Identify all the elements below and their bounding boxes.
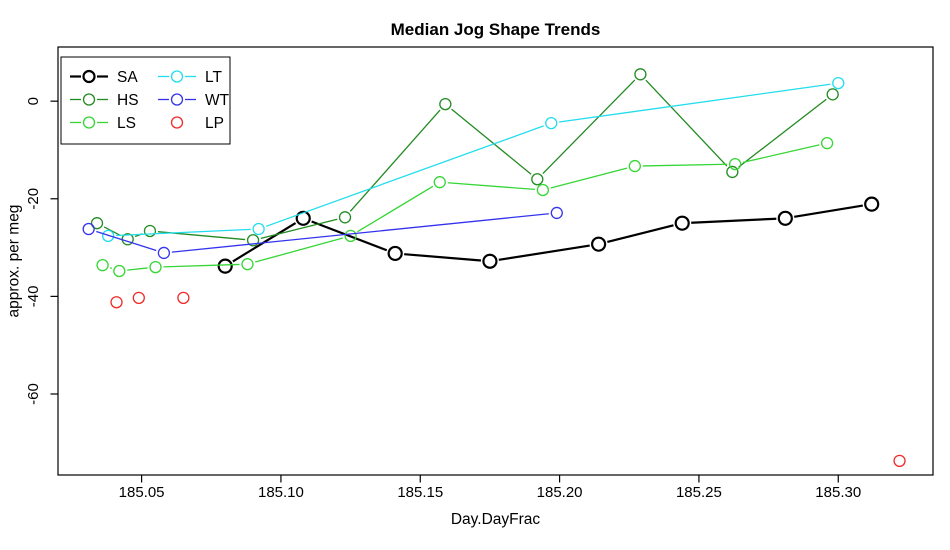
series-LS (96, 136, 834, 278)
legend-marker-SA (82, 69, 96, 84)
series-LP (110, 291, 906, 467)
legend-label-SA: SA (117, 69, 138, 86)
data-point-SA (295, 210, 311, 226)
data-point-LT (252, 222, 265, 236)
data-point-LS (344, 229, 357, 243)
series-WT (82, 206, 563, 260)
x-tick-label: 185.05 (119, 484, 165, 501)
data-point-LT (545, 116, 558, 130)
data-point-SA (217, 258, 233, 274)
series-LT (102, 76, 845, 243)
data-point-LS (241, 258, 254, 271)
data-point-SA (482, 253, 498, 269)
data-point-HS (726, 165, 739, 179)
data-point-LP (177, 291, 190, 304)
legend-label-HS: HS (117, 92, 139, 109)
data-point-SA (777, 210, 793, 226)
x-axis-title: Day.DayFrac (450, 511, 541, 528)
legend: SA HS LS LT WT LP (60, 56, 231, 145)
x-tick-label: 185.30 (815, 484, 861, 501)
legend-marker-LT (170, 70, 184, 83)
x-tick-label: 185.25 (676, 484, 722, 501)
data-point-LS (433, 176, 446, 189)
x-tick-label: 185.20 (537, 484, 583, 501)
data-point-LS (113, 264, 126, 278)
legend-label-LS: LS (117, 115, 136, 132)
data-point-LS (728, 157, 742, 171)
data-point-SA (591, 236, 607, 252)
x-tick-label: 185.15 (397, 484, 443, 501)
data-point-LP (132, 291, 145, 304)
data-point-LP (110, 296, 123, 309)
data-point-HS (531, 173, 544, 186)
x-axis: 185.05 185.10 185.15 185.20 185.25 185.30 (119, 475, 861, 501)
data-point-SA (674, 215, 690, 231)
y-tick-label: 0 (25, 97, 42, 105)
legend-label-LP: LP (205, 115, 224, 132)
legend-label-LT: LT (205, 69, 222, 86)
data-point-LS (149, 260, 162, 274)
data-point-WT (157, 246, 171, 260)
series-HS (90, 68, 839, 247)
data-point-WT (550, 206, 563, 220)
y-tick-label: -20 (25, 188, 42, 210)
data-point-LP (893, 454, 906, 467)
data-point-SA (864, 196, 880, 212)
legend-marker-LP (170, 116, 184, 129)
legend-marker-HS (82, 93, 96, 106)
data-point-SA (387, 245, 403, 262)
legend-marker-WT (170, 93, 184, 106)
data-point-LS (628, 159, 641, 173)
y-tick-label: -60 (25, 383, 42, 405)
series-SA (217, 196, 880, 274)
x-tick-label: 185.10 (258, 484, 304, 501)
y-axis: 0 -20 -40 -60 (25, 97, 58, 405)
y-tick-label: -40 (25, 286, 42, 308)
legend-label-WT: WT (205, 92, 230, 109)
data-point-HS (826, 88, 839, 101)
data-point-HS (338, 211, 352, 224)
plot-box (57, 46, 934, 476)
data-point-WT (82, 222, 95, 236)
data-point-LS (820, 136, 834, 150)
chart-title: Median Jog Shape Trends (390, 20, 601, 39)
legend-marker-LS (82, 116, 96, 129)
data-point-HS (634, 68, 647, 81)
data-point-HS (143, 224, 157, 238)
data-point-HS (246, 234, 260, 247)
data-point-LS (536, 183, 550, 197)
data-point-HS (439, 97, 452, 111)
data-point-LT (832, 76, 845, 90)
data-point-HS (90, 217, 104, 230)
data-point-LS (96, 258, 109, 272)
data-point-LT (102, 229, 115, 243)
